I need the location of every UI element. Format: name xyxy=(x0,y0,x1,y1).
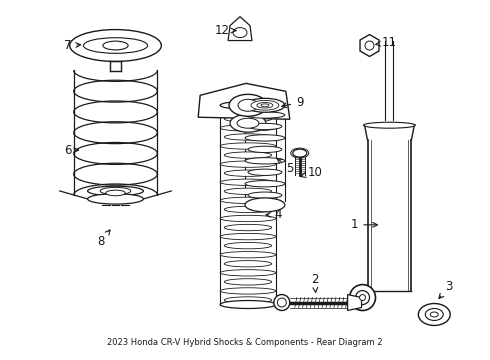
Text: 3: 3 xyxy=(439,280,453,298)
Ellipse shape xyxy=(220,197,276,203)
Ellipse shape xyxy=(237,118,259,128)
Ellipse shape xyxy=(224,243,271,249)
Ellipse shape xyxy=(106,190,125,196)
Text: 2023 Honda CR-V Hybrid Shocks & Components - Rear Diagram 2: 2023 Honda CR-V Hybrid Shocks & Componen… xyxy=(107,338,383,347)
Text: 4: 4 xyxy=(266,208,282,221)
Text: 2: 2 xyxy=(311,273,318,292)
Ellipse shape xyxy=(364,122,416,128)
Ellipse shape xyxy=(224,224,271,231)
Polygon shape xyxy=(347,294,362,310)
Ellipse shape xyxy=(224,170,271,176)
Polygon shape xyxy=(198,84,290,119)
Ellipse shape xyxy=(245,112,285,118)
Ellipse shape xyxy=(70,30,161,62)
Ellipse shape xyxy=(83,38,147,53)
Ellipse shape xyxy=(220,161,276,167)
Ellipse shape xyxy=(245,158,285,164)
Ellipse shape xyxy=(220,215,276,222)
Ellipse shape xyxy=(349,285,375,310)
Text: 8: 8 xyxy=(97,230,110,248)
Ellipse shape xyxy=(220,270,276,276)
Ellipse shape xyxy=(245,198,285,212)
Ellipse shape xyxy=(277,298,286,307)
Ellipse shape xyxy=(220,107,276,113)
Ellipse shape xyxy=(261,104,269,107)
Ellipse shape xyxy=(220,101,276,109)
Ellipse shape xyxy=(224,152,271,158)
Polygon shape xyxy=(360,35,379,57)
Ellipse shape xyxy=(224,134,271,140)
Ellipse shape xyxy=(230,114,266,132)
Ellipse shape xyxy=(356,291,369,305)
Ellipse shape xyxy=(88,186,144,196)
Ellipse shape xyxy=(430,312,438,317)
Ellipse shape xyxy=(293,149,307,157)
Ellipse shape xyxy=(291,148,309,158)
Ellipse shape xyxy=(274,294,290,310)
Text: 6: 6 xyxy=(64,144,78,157)
Ellipse shape xyxy=(224,116,271,122)
Ellipse shape xyxy=(251,100,279,110)
Ellipse shape xyxy=(224,188,271,194)
Ellipse shape xyxy=(248,146,282,153)
Ellipse shape xyxy=(88,194,144,204)
Ellipse shape xyxy=(245,98,285,112)
Ellipse shape xyxy=(220,288,276,294)
Text: 7: 7 xyxy=(64,39,81,52)
Ellipse shape xyxy=(360,294,366,301)
Text: 5: 5 xyxy=(277,158,294,175)
Ellipse shape xyxy=(245,135,285,141)
Text: 10: 10 xyxy=(301,166,322,179)
Ellipse shape xyxy=(220,125,276,131)
Ellipse shape xyxy=(100,187,131,194)
Ellipse shape xyxy=(224,206,271,213)
Ellipse shape xyxy=(220,143,276,149)
Ellipse shape xyxy=(248,169,282,175)
Text: 11: 11 xyxy=(376,36,397,49)
Ellipse shape xyxy=(103,41,128,50)
Ellipse shape xyxy=(418,303,450,325)
Ellipse shape xyxy=(248,192,282,198)
Ellipse shape xyxy=(220,301,276,309)
Ellipse shape xyxy=(245,181,285,187)
Ellipse shape xyxy=(248,123,282,130)
Ellipse shape xyxy=(233,28,247,37)
Polygon shape xyxy=(228,17,252,41)
Ellipse shape xyxy=(229,94,267,116)
Ellipse shape xyxy=(224,261,271,267)
Ellipse shape xyxy=(238,99,258,111)
Text: 9: 9 xyxy=(282,96,303,109)
Ellipse shape xyxy=(220,233,276,240)
Ellipse shape xyxy=(220,179,276,185)
Ellipse shape xyxy=(425,309,443,320)
Ellipse shape xyxy=(257,103,273,108)
Ellipse shape xyxy=(220,252,276,258)
Ellipse shape xyxy=(224,297,271,303)
Ellipse shape xyxy=(224,279,271,285)
Text: 1: 1 xyxy=(351,218,377,231)
Text: 12: 12 xyxy=(215,24,236,37)
Ellipse shape xyxy=(365,41,374,50)
